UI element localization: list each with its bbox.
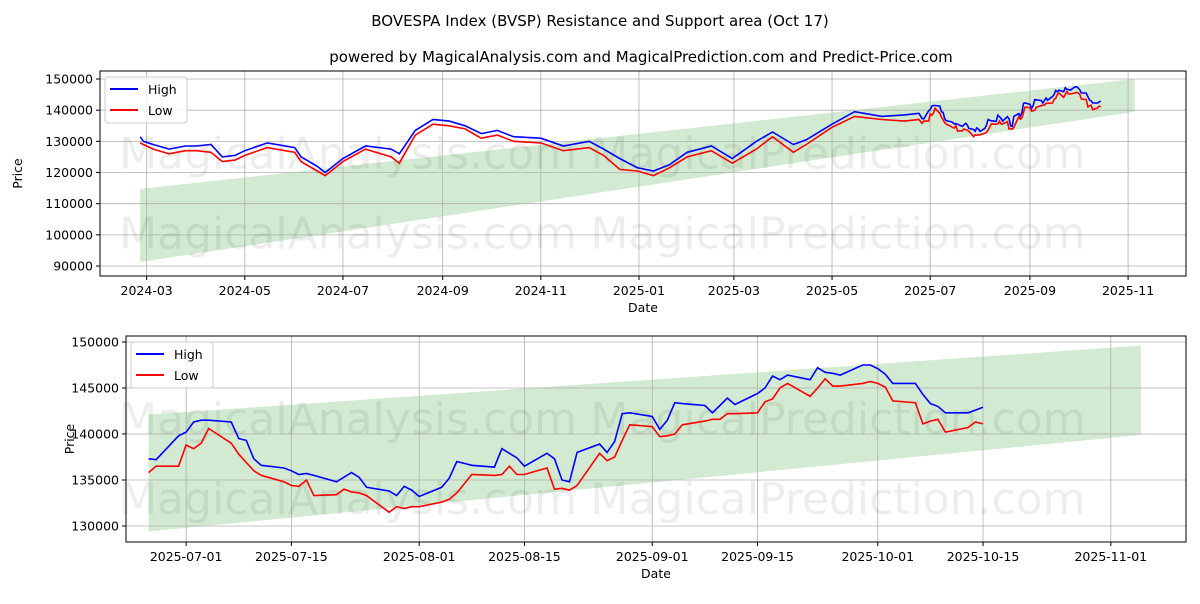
watermark: MagicalAnalysis.com	[119, 209, 577, 260]
axes-frame	[99, 70, 1187, 277]
legend-low-label: Low	[174, 368, 199, 383]
x-tick-label: 2024-09	[417, 283, 469, 298]
watermark: MagicalPrediction.com	[591, 209, 1086, 260]
y-tick-label: 140000	[71, 426, 119, 441]
watermark: MagicalAnalysis.com	[119, 129, 577, 180]
y-tick-label: 90000	[53, 259, 93, 274]
y-tick-label: 135000	[71, 472, 119, 487]
y-axis-label: Price	[10, 158, 25, 189]
x-tick-label: 2025-10-01	[841, 549, 914, 564]
y-tick-label: 150000	[45, 72, 93, 87]
bottom-chart: 130000 135000 140000 145000 150000 2025-07-01…	[62, 334, 1187, 581]
x-tick-label: 2025-01	[613, 283, 665, 298]
high-series-line	[148, 364, 984, 498]
x-tick-label: 2025-07-01	[150, 549, 223, 564]
legend: High Low	[104, 76, 188, 124]
x-tick-label: 2025-11	[1102, 283, 1154, 298]
chart-title: BOVESPA Index (BVSP) Resistance and Supp…	[371, 12, 829, 30]
x-tick-label: 2024-05	[219, 283, 271, 298]
watermark: MagicalPrediction.com	[591, 129, 1086, 180]
x-tick-label: 2025-09-15	[721, 549, 794, 564]
x-tick-label: 2025-10-15	[947, 549, 1020, 564]
x-tick-label: 2025-07	[904, 283, 956, 298]
y-axis-label: Price	[62, 423, 77, 454]
low-series-line	[139, 89, 1102, 177]
legend: High Low	[130, 341, 214, 389]
y-tick-label: 120000	[45, 165, 93, 180]
high-series-line	[139, 86, 1102, 174]
support-resistance-band	[148, 345, 1141, 532]
x-tick-label: 2025-08-15	[488, 549, 561, 564]
x-tick-label: 2024-07	[317, 283, 369, 298]
y-tick-label: 145000	[71, 380, 119, 395]
watermark: MagicalAnalysis.com	[119, 394, 577, 445]
chart-subtitle: powered by MagicalAnalysis.com and Magic…	[329, 48, 953, 66]
x-tick-label: 2024-11	[515, 283, 567, 298]
x-tick-label: 2025-09	[1004, 283, 1056, 298]
x-tick-label: 2025-05	[806, 283, 858, 298]
x-tick-label: 2025-09-01	[616, 549, 689, 564]
top-chart: 90000 100000 110000 120000 130000 140000 15000…	[10, 70, 1187, 315]
y-tick-label: 100000	[45, 227, 93, 242]
legend-high-label: High	[174, 347, 203, 362]
low-series-line	[148, 377, 984, 514]
y-tick-label: 140000	[45, 103, 93, 118]
x-tick-label: 2025-03	[708, 283, 760, 298]
watermark: MagicalAnalysis.com	[119, 474, 577, 525]
watermark: MagicalPrediction.com	[591, 394, 1086, 445]
y-tick-label: 150000	[71, 334, 119, 349]
watermark: MagicalPrediction.com	[591, 474, 1086, 525]
x-axis-label: Date	[628, 300, 658, 315]
x-tick-label: 2025-11-01	[1074, 549, 1147, 564]
y-tick-label: 110000	[45, 196, 93, 211]
legend-low-label: Low	[148, 103, 173, 118]
x-tick-label: 2024-03	[121, 283, 173, 298]
axes-frame	[125, 335, 1187, 543]
y-tick-label: 130000	[71, 518, 119, 533]
x-tick-label: 2025-08-01	[383, 549, 456, 564]
y-tick-label: 130000	[45, 134, 93, 149]
legend-high-label: High	[148, 82, 177, 97]
x-axis-label: Date	[641, 566, 671, 581]
x-tick-label: 2025-07-15	[255, 549, 328, 564]
